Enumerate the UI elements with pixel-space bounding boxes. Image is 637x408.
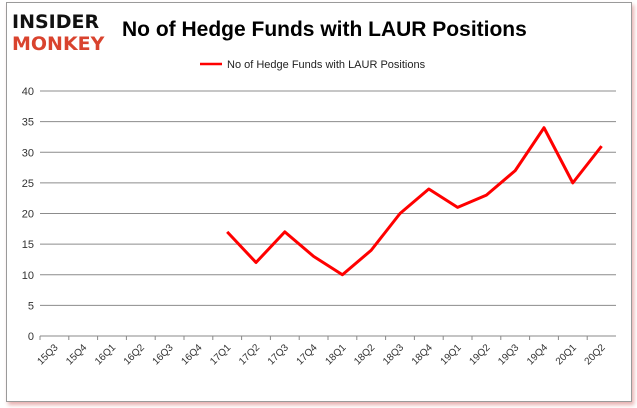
x-tick-label: 19Q3 — [496, 342, 521, 367]
logo-line2: MONKEY — [12, 33, 105, 55]
y-tick-label: 30 — [22, 147, 34, 159]
y-tick-label: 20 — [22, 209, 34, 221]
x-tick-label: 17Q2 — [237, 342, 262, 367]
y-tick-label: 5 — [28, 300, 34, 312]
y-tick-label: 35 — [22, 117, 34, 129]
legend-label: No of Hedge Funds with LAUR Positions — [227, 59, 426, 71]
x-tick-label: 15Q4 — [64, 342, 89, 367]
x-tick-label: 16Q4 — [179, 342, 204, 367]
x-tick-label: 20Q1 — [554, 342, 579, 367]
chart-title: No of Hedge Funds with LAUR Positions — [122, 18, 527, 41]
x-tick-label: 18Q4 — [410, 342, 435, 367]
x-tick-label: 16Q3 — [151, 342, 176, 367]
x-tick-label: 19Q4 — [525, 342, 550, 367]
y-tick-label: 40 — [22, 86, 34, 98]
x-tick-label: 18Q1 — [323, 342, 348, 367]
x-tick-label: 15Q3 — [35, 342, 60, 367]
x-tick-label: 18Q2 — [352, 342, 377, 367]
x-tick-label: 16Q1 — [93, 342, 118, 367]
x-tick-label: 17Q4 — [295, 342, 320, 367]
x-tick-label: 20Q2 — [583, 342, 608, 367]
x-tick-label: 19Q2 — [467, 342, 492, 367]
y-tick-label: 0 — [28, 331, 34, 343]
x-tick-label: 18Q3 — [381, 342, 406, 367]
x-tick-label: 17Q3 — [266, 342, 291, 367]
insider-monkey-logo: INSIDER MONKEY — [12, 11, 105, 55]
series-line — [226, 126, 603, 277]
y-tick-label: 25 — [22, 178, 34, 190]
x-tick-label: 19Q1 — [439, 342, 464, 367]
y-tick-label: 10 — [22, 270, 34, 282]
x-tick-label: 17Q1 — [208, 342, 233, 367]
y-tick-label: 15 — [22, 239, 34, 251]
logo-line1: INSIDER — [12, 11, 99, 33]
chart-frame — [6, 2, 632, 402]
x-tick-label: 16Q2 — [122, 342, 147, 367]
